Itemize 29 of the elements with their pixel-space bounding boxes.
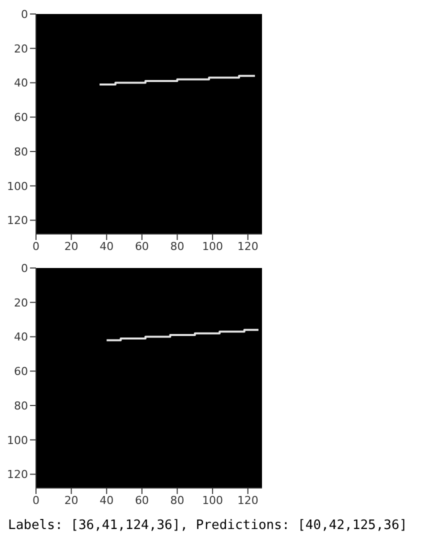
x-tick-label: 40	[100, 494, 114, 507]
x-tick-label: 0	[32, 240, 40, 253]
x-tick-label: 60	[134, 240, 149, 253]
y-tick-label: 20	[14, 42, 28, 56]
y-tick-label: 40	[14, 330, 28, 344]
y-tick-label: 80	[14, 399, 28, 412]
y-tick-label: 60	[14, 365, 28, 378]
x-tick-label: 120	[237, 240, 258, 253]
y-tick-label: 100	[7, 180, 28, 193]
x-tick-label: 20	[64, 240, 78, 253]
y-tick-label: 120	[7, 468, 28, 482]
x-tick-label: 100	[202, 494, 224, 507]
y-tick-label: 0	[21, 8, 28, 21]
y-tick-label: 20	[14, 296, 28, 310]
y-tick-label: 80	[14, 145, 28, 158]
y-tick-label: 40	[14, 76, 28, 90]
y-tick-label: 0	[21, 262, 28, 275]
x-tick-label: 40	[100, 240, 114, 253]
x-tick-label: 120	[237, 494, 258, 507]
x-tick-label: 80	[170, 240, 184, 253]
x-tick-label: 100	[202, 240, 224, 253]
text: Labels: [36,41,124,36], Predictions: [40,42,125,36]	[8, 518, 408, 533]
y-tick-label: 100	[7, 434, 28, 447]
y-tick-label: 60	[14, 111, 28, 124]
x-tick-label: 20	[64, 494, 78, 507]
x-tick-label: 60	[134, 494, 149, 507]
y-tick-label: 120	[7, 214, 28, 228]
x-tick-label: 80	[170, 494, 184, 507]
x-tick-label: 0	[32, 494, 40, 507]
